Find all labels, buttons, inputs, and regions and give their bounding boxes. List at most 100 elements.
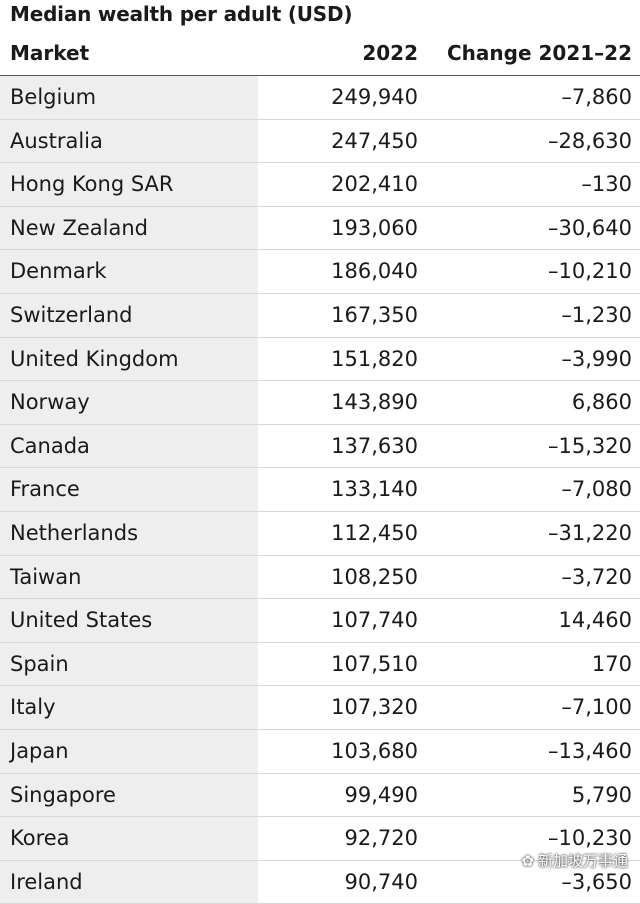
value-2022-cell: 92,720 — [344, 826, 418, 851]
value-2022-cell: 107,740 — [331, 608, 418, 633]
market-cell-background — [0, 206, 258, 250]
market-cell: Switzerland — [10, 302, 133, 327]
column-header-change: Change 2021–22 — [447, 41, 632, 65]
market-cell: Taiwan — [10, 564, 82, 589]
change-cell: –3,990 — [561, 346, 632, 371]
market-cell-background — [0, 642, 258, 686]
market-cell-background — [0, 424, 258, 468]
value-2022-cell: 112,450 — [331, 520, 418, 545]
market-cell: Ireland — [10, 869, 83, 894]
value-2022-cell: 247,450 — [331, 128, 418, 153]
table-row: Switzerland 167,350 –1,230 — [0, 293, 640, 338]
market-cell-background — [0, 76, 258, 119]
value-2022-cell: 193,060 — [331, 215, 418, 240]
change-cell: –31,220 — [548, 520, 632, 545]
table-row: Australia 247,450 –28,630 — [0, 119, 640, 164]
market-cell-background — [0, 817, 258, 860]
value-2022-cell: 107,510 — [331, 651, 418, 676]
change-cell: –7,860 — [561, 85, 632, 109]
table-row: Canada 137,630 –15,320 — [0, 424, 640, 469]
value-2022-cell: 202,410 — [331, 172, 418, 197]
table-row: Belgium 249,940 –7,860 — [0, 76, 640, 120]
market-cell-background — [0, 468, 258, 511]
market-cell-background — [0, 337, 258, 381]
table-header: Market 2022 Change 2021–22 — [0, 33, 640, 75]
market-cell: Japan — [10, 738, 69, 763]
table-row: Hong Kong SAR 202,410 –130 — [0, 163, 640, 207]
table-title: Median wealth per adult (USD) — [10, 2, 353, 26]
change-cell: –10,230 — [548, 826, 632, 851]
value-2022-cell: 99,490 — [344, 782, 418, 807]
change-cell: –130 — [581, 172, 632, 197]
market-cell: Denmark — [10, 259, 107, 284]
change-cell: 14,460 — [558, 608, 632, 633]
table-row: France 133,140 –7,080 — [0, 468, 640, 512]
value-2022-cell: 249,940 — [331, 85, 418, 109]
market-cell: United Kingdom — [10, 346, 179, 371]
market-cell: Norway — [10, 390, 90, 415]
table-body: Belgium 249,940 –7,860 Australia 247,450 –28,… — [0, 76, 640, 904]
table-row: Taiwan 108,250 –3,720 — [0, 555, 640, 600]
table-row: Singapore 99,490 5,790 — [0, 773, 640, 818]
market-cell-background — [0, 119, 258, 163]
change-cell: –30,640 — [548, 215, 632, 240]
value-2022-cell: 137,630 — [331, 433, 418, 458]
market-cell: Netherlands — [10, 520, 139, 545]
market-cell-background — [0, 773, 258, 817]
market-cell: France — [10, 477, 80, 502]
table-row: United States 107,740 14,460 — [0, 599, 640, 643]
market-cell: Belgium — [10, 85, 97, 109]
change-cell: –7,080 — [561, 477, 632, 502]
market-cell: Hong Kong SAR — [10, 172, 174, 197]
change-cell: –28,630 — [548, 128, 632, 153]
market-cell: United States — [10, 608, 153, 633]
watermark-text: 新加坡万事通 — [537, 852, 628, 870]
watermark: ✿ 新加坡万事通 — [521, 850, 628, 871]
column-header-2022: 2022 — [362, 41, 418, 65]
value-2022-cell: 108,250 — [331, 564, 418, 589]
market-cell-background — [0, 250, 258, 293]
change-cell: –15,320 — [548, 433, 632, 458]
value-2022-cell: 107,320 — [331, 695, 418, 720]
value-2022-cell: 186,040 — [331, 259, 418, 284]
column-header-market: Market — [10, 41, 90, 65]
table-row: Norway 143,890 6,860 — [0, 381, 640, 425]
change-cell: 5,790 — [571, 782, 632, 807]
market-cell-background — [0, 729, 258, 773]
market-cell: Korea — [10, 826, 70, 851]
value-2022-cell: 133,140 — [331, 477, 418, 502]
change-cell: –1,230 — [561, 302, 632, 327]
market-cell: Canada — [10, 433, 90, 458]
table-row: Korea 92,720 –10,230 — [0, 817, 640, 861]
market-cell-background — [0, 293, 258, 337]
table-row: Italy 107,320 –7,100 — [0, 686, 640, 730]
market-cell-background — [0, 381, 258, 424]
value-2022-cell: 90,740 — [344, 869, 418, 894]
header-divider — [0, 75, 640, 76]
value-2022-cell: 143,890 — [331, 390, 418, 415]
table-row: Denmark 186,040 –10,210 — [0, 250, 640, 294]
change-cell: 6,860 — [571, 390, 632, 415]
change-cell: –3,650 — [561, 869, 632, 894]
change-cell: –13,460 — [548, 738, 632, 763]
value-2022-cell: 151,820 — [331, 346, 418, 371]
table-row: New Zealand 193,060 –30,640 — [0, 206, 640, 251]
market-cell: Singapore — [10, 782, 116, 807]
change-cell: 170 — [591, 651, 632, 676]
value-2022-cell: 167,350 — [331, 302, 418, 327]
market-cell: Italy — [10, 695, 56, 720]
table-row: Japan 103,680 –13,460 — [0, 729, 640, 774]
market-cell: Australia — [10, 128, 103, 153]
value-2022-cell: 103,680 — [331, 738, 418, 763]
change-cell: –7,100 — [561, 695, 632, 720]
market-cell: Spain — [10, 651, 69, 676]
change-cell: –3,720 — [561, 564, 632, 589]
market-cell-background — [0, 599, 258, 642]
market-cell-background — [0, 163, 258, 206]
change-cell: –10,210 — [548, 259, 632, 284]
wechat-icon: ✿ — [521, 852, 534, 870]
market-cell-background — [0, 511, 258, 555]
table-row: Spain 107,510 170 — [0, 642, 640, 687]
table-row: United Kingdom 151,820 –3,990 — [0, 337, 640, 382]
market-cell: New Zealand — [10, 215, 148, 240]
